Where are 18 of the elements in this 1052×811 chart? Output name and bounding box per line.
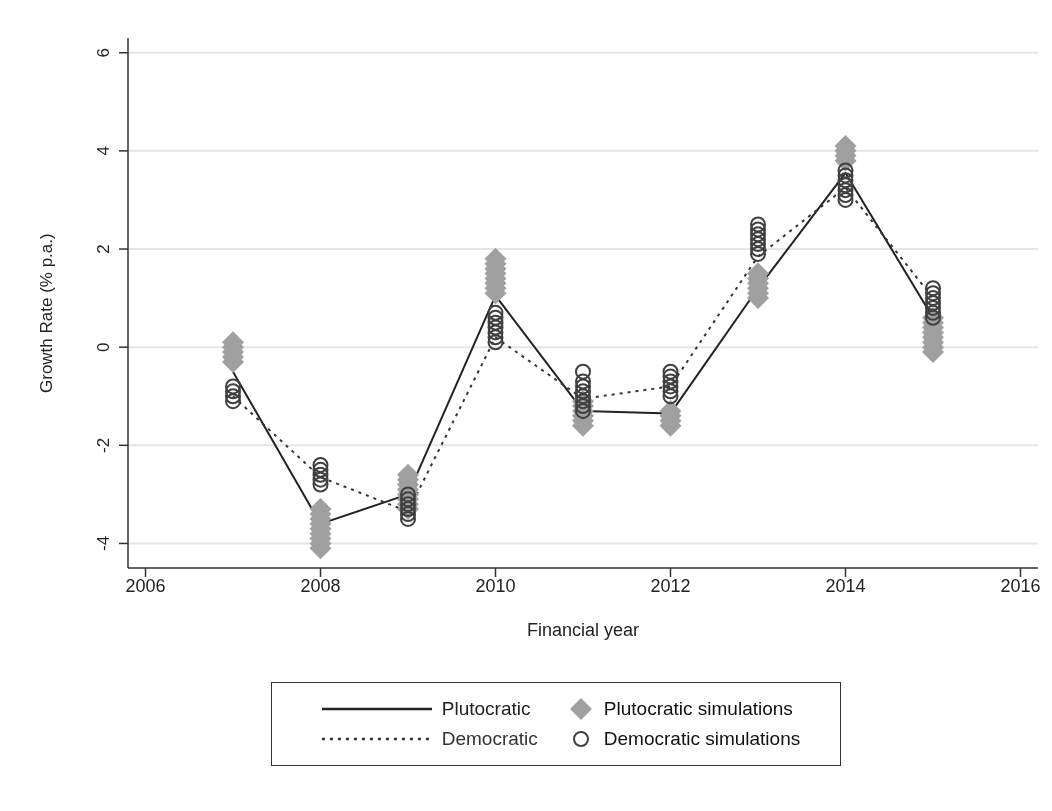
y-tick-label: 2	[94, 244, 113, 254]
y-tick-label: 0	[94, 342, 113, 352]
legend-label: Democratic simulations	[603, 728, 801, 750]
legend-label: Plutocratic simulations	[603, 698, 793, 720]
text: Plutocratic	[441, 698, 531, 720]
y-tick-label: -2	[94, 437, 113, 453]
x-tick-label: 2016	[1000, 575, 1041, 596]
x-tick-label: 2010	[475, 575, 516, 596]
x-tick-label: 2008	[300, 575, 341, 596]
x-tick-label: 2012	[650, 575, 691, 596]
y-tick-label: -4	[94, 535, 113, 552]
y-axis-title: Growth Rate (% p.a.)	[37, 233, 57, 393]
x-tick-label: 2006	[125, 575, 166, 596]
x-tick-label: 2014	[825, 575, 866, 596]
y-tick-label: 4	[94, 146, 113, 156]
y-tick-label: 6	[94, 47, 113, 58]
x-axis-title: Financial year	[526, 620, 640, 640]
text: Democratic	[441, 728, 538, 750]
